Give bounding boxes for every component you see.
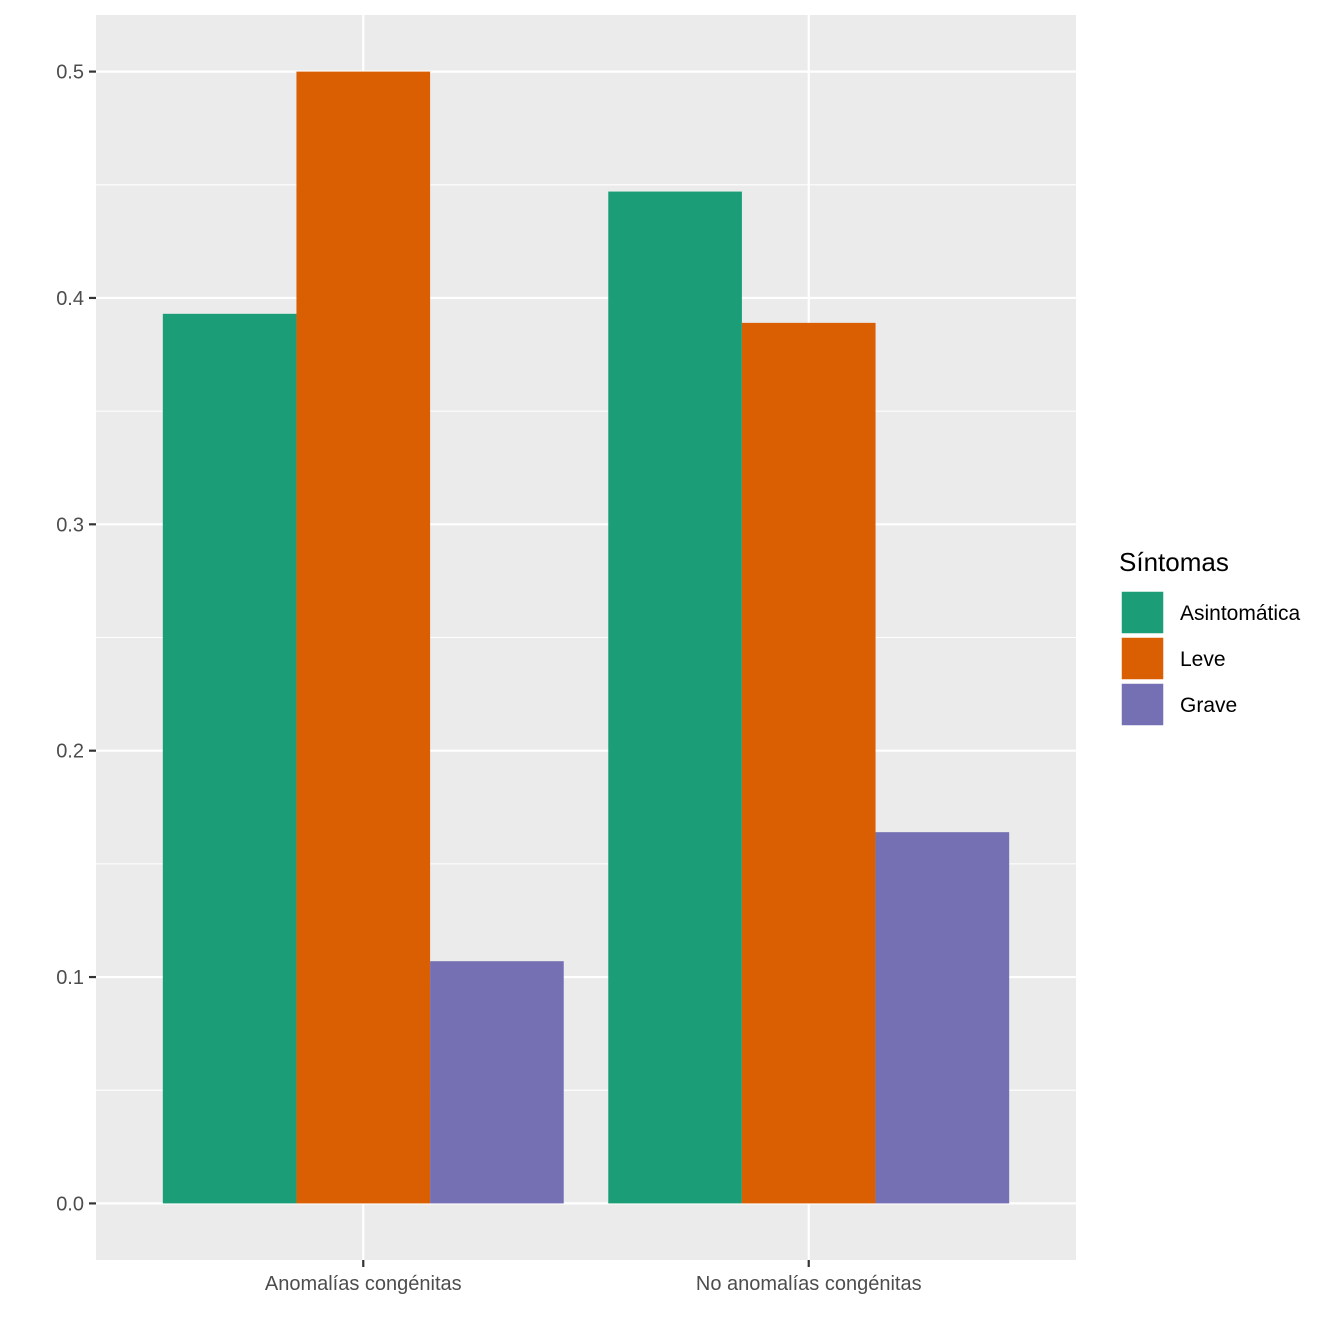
y-tick-label: 0.1 (56, 967, 84, 989)
x-tick-label: No anomalías congénitas (696, 1273, 922, 1295)
legend-key (1120, 682, 1165, 727)
bar (430, 961, 564, 1204)
legend: Síntomas Asintomática Leve Grave (1119, 547, 1301, 727)
legend-key (1120, 636, 1165, 681)
bars (162, 71, 1010, 1204)
bar (296, 71, 431, 1204)
x-axis: Anomalías congénitas No anomalías congéni… (265, 1260, 922, 1295)
y-tick-label: 0.3 (56, 514, 84, 536)
legend-title: Síntomas (1119, 547, 1229, 577)
y-axis: 0.0 0.1 0.2 0.3 0.4 0.5 (56, 62, 96, 1215)
legend-label: Leve (1180, 648, 1226, 671)
legend-label: Asintomática (1180, 602, 1301, 625)
y-tick-label: 0.5 (56, 62, 84, 84)
y-tick-label: 0.4 (56, 288, 84, 310)
y-tick-label: 0.0 (56, 1193, 84, 1215)
legend-label: Grave (1180, 694, 1237, 717)
bar (608, 191, 742, 1204)
bar (741, 322, 876, 1204)
bar (162, 313, 297, 1204)
y-tick-label: 0.2 (56, 741, 84, 763)
x-tick-label: Anomalías congénitas (265, 1273, 462, 1295)
legend-key (1120, 590, 1165, 635)
bar (875, 832, 1010, 1204)
